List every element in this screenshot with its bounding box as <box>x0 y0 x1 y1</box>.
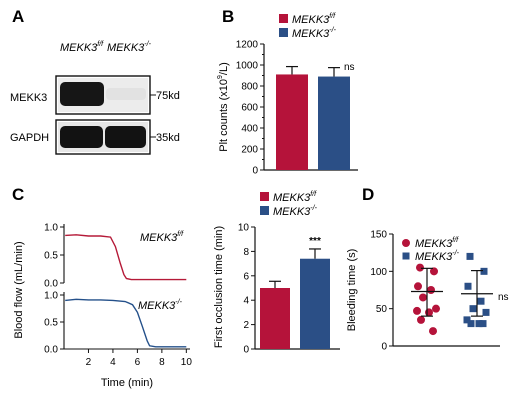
d-point-ko <box>469 305 477 313</box>
c-occ-annotation: *** <box>309 236 321 247</box>
panel-letter-b: B <box>222 7 234 26</box>
b-y-tick-label: 200 <box>241 145 258 156</box>
c-flow-x-axis-label: Time (min) <box>101 377 153 389</box>
marker-35kd: 35kd <box>156 132 180 144</box>
panel-b: B 0 200 400 600 800 1000 1200 Plt counts (x109/… <box>217 7 358 177</box>
c-flow-y-tick-label: 0.0 <box>44 279 58 290</box>
b-y-tick-label: 1200 <box>236 40 259 51</box>
d-point-ff <box>429 327 437 336</box>
c-occ-y-axis-label: First occlusion time (min) <box>213 226 225 348</box>
c-flow-y-tick-label: 0.5 <box>44 318 58 329</box>
d-y-axis-label: Bleeding time (s) <box>346 249 358 332</box>
d-point-ko <box>464 282 472 290</box>
d-point-ff <box>427 286 435 294</box>
d-point-ko <box>475 320 483 328</box>
c-flow-trace-ko <box>65 298 187 348</box>
c-occ-legend-swatch <box>260 192 269 201</box>
d-point-ff <box>425 308 433 317</box>
c-flow-y-tick-label: 0.0 <box>44 345 58 356</box>
d-y-tick-label: 100 <box>370 267 387 278</box>
blot-protein-gapdh: GAPDH <box>10 132 49 144</box>
c-flow-y-tick-label: 1.0 <box>44 291 58 302</box>
c-occ-y-tick-label: 8 <box>243 247 249 258</box>
marker-75kd: 75kd <box>156 90 180 102</box>
d-point-ff <box>430 267 438 276</box>
c-occ-y-tick-label: 4 <box>243 296 249 307</box>
b-legend-label: MEKK3f/f <box>292 13 336 26</box>
panel-letter-a: A <box>12 7 24 26</box>
b-bar-ff <box>276 74 308 170</box>
b-y-tick-label: 400 <box>241 124 258 135</box>
d-legend-marker <box>402 252 410 260</box>
panel-letter-c: C <box>12 185 24 204</box>
c-flow-trace-ff <box>65 234 187 281</box>
c-flow-y-tick-label: 0.5 <box>44 251 58 262</box>
b-legend-label: MEKK3-/- <box>292 27 337 40</box>
d-point-ko <box>482 308 490 316</box>
d-point-ko <box>480 267 488 275</box>
lane-label-ko: MEKK3-/- <box>107 41 152 54</box>
lane-label-ff: MEKK3f/f <box>60 41 104 54</box>
c-flow-y-axis-label: Blood flow (mL/min) <box>13 241 25 338</box>
b-legend-swatch <box>279 28 288 37</box>
c-flow-x-tick-label: 10 <box>181 357 193 368</box>
c-occ-bar-ko <box>300 258 330 349</box>
b-bar-ko <box>318 76 350 170</box>
d-point-ff <box>419 293 427 302</box>
band-gapdh-ko <box>105 126 146 148</box>
blot-protein-mekk3: MEKK3 <box>10 92 47 104</box>
c-occ-y-tick-label: 6 <box>243 271 249 282</box>
d-point-ff <box>414 282 422 291</box>
c-occ-legend-swatch <box>260 206 269 215</box>
b-y-axis-label: Plt counts (x109/L) <box>217 62 230 152</box>
c-flow-series-label: MEKK3f/f <box>140 231 184 244</box>
c-flow-x-tick-label: 6 <box>135 357 141 368</box>
d-point-ko <box>466 252 474 260</box>
c-occ-legend-label: MEKK3-/- <box>273 205 318 218</box>
band-mekk3-ko <box>106 88 146 100</box>
d-y-tick-label: 50 <box>376 304 388 315</box>
b-legend-swatch <box>279 14 288 23</box>
d-point-ff <box>417 315 425 324</box>
c-flow-x-tick-label: 2 <box>86 357 92 368</box>
b-y-tick-label: 1000 <box>236 61 259 72</box>
c-flow-series-label: MEKK3-/- <box>138 299 183 312</box>
c-flow-x-tick-label: 4 <box>110 357 116 368</box>
d-y-tick-label: 0 <box>381 342 387 353</box>
c-occ-legend-label: MEKK3f/f <box>273 191 317 204</box>
b-annotation: ns <box>344 62 355 73</box>
band-mekk3-ff <box>60 82 104 106</box>
panel-c: C 0.0 0.5 1.0 MEKK3f/f 0.0 0.5 1.0 MEKK3-/- 2 4 6 8… <box>12 185 340 389</box>
d-point-ff <box>416 263 424 272</box>
c-occ-y-tick-label: 10 <box>238 223 250 234</box>
c-occ-y-tick-label: 0 <box>243 345 249 356</box>
c-flow-y-tick-label: 1.0 <box>44 223 58 234</box>
d-point-ko <box>479 320 487 328</box>
d-legend-marker <box>402 239 410 247</box>
b-y-tick-label: 0 <box>252 166 258 177</box>
d-y-tick-label: 150 <box>370 230 387 241</box>
c-occ-bar-ff <box>260 288 290 349</box>
d-point-ko <box>467 320 475 328</box>
d-point-ko <box>477 297 485 305</box>
panel-d: D 0 50 100 150 Bleeding time (s) ns MEKK3f/fME… <box>346 185 509 353</box>
c-occ-y-tick-label: 2 <box>243 320 249 331</box>
d-annotation: ns <box>498 292 509 303</box>
b-y-tick-label: 800 <box>241 82 258 93</box>
d-legend-label: MEKK3-/- <box>415 250 460 263</box>
band-gapdh-ff <box>60 126 103 148</box>
d-point-ff <box>413 306 421 315</box>
b-y-tick-label: 600 <box>241 103 258 114</box>
c-flow-x-tick-label: 8 <box>159 357 165 368</box>
d-legend-label: MEKK3f/f <box>415 237 459 250</box>
d-point-ko <box>463 316 471 324</box>
panel-letter-d: D <box>362 185 374 204</box>
d-point-ff <box>432 304 440 313</box>
panel-a: A MEKK3f/f MEKK3-/- MEKK3 75kd GAPDH 35k… <box>10 7 180 155</box>
